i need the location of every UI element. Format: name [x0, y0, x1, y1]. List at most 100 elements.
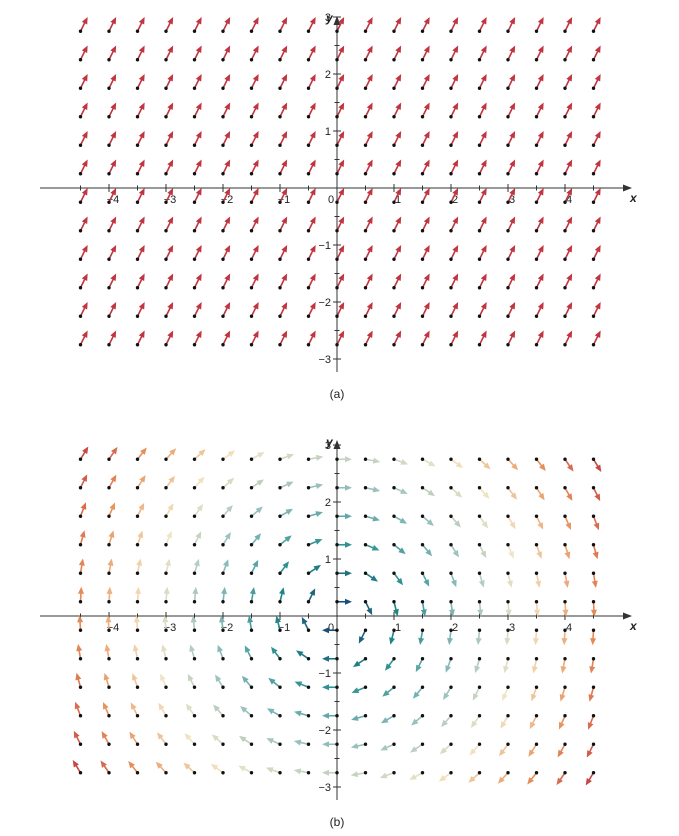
vector-arrow: [278, 73, 288, 90]
vector-arrow: [164, 102, 174, 119]
sample-point: [164, 115, 168, 119]
vector-arrow: [104, 644, 111, 661]
vector-arrow: [164, 244, 174, 261]
vector-arrow: [392, 571, 403, 586]
sample-point: [221, 286, 225, 290]
sample-point: [192, 286, 197, 290]
sample-point: [477, 143, 482, 147]
sample-point: [591, 115, 596, 119]
x-tick-label: 1: [395, 194, 401, 206]
sample-point: [563, 657, 567, 661]
vector-arrow: [306, 483, 324, 490]
vector-arrow: [306, 216, 316, 233]
sample-point: [506, 628, 510, 632]
sample-point: [449, 58, 453, 62]
vector-arrow: [221, 244, 231, 261]
sample-point: [306, 86, 311, 90]
x-tick-label: 2: [452, 194, 458, 206]
sample-point: [221, 457, 225, 461]
sample-point: [363, 257, 368, 261]
vector-arrow: [477, 273, 487, 290]
vector-arrow: [392, 130, 402, 147]
vector-arrow: [420, 600, 427, 617]
sample-point: [192, 343, 197, 347]
sample-point: [249, 86, 254, 90]
vector-arrow: [449, 16, 459, 33]
sample-point: [563, 628, 567, 632]
sample-point: [192, 143, 197, 147]
sample-point: [192, 314, 197, 318]
vector-arrow: [420, 571, 430, 587]
vector-arrow: [164, 216, 174, 233]
vector-arrow: [301, 616, 311, 632]
vector-arrow: [221, 477, 235, 490]
sample-point: [192, 172, 197, 176]
vector-arrow: [221, 16, 231, 33]
sample-point: [278, 229, 282, 233]
vector-arrow: [335, 73, 345, 90]
sample-point: [477, 257, 482, 261]
vector-arrow: [157, 732, 168, 746]
vector-arrow: [135, 244, 145, 261]
vector-arrow: [534, 330, 544, 347]
vector-arrow: [164, 330, 174, 347]
vector-arrow: [449, 273, 459, 290]
vector-arrow: [563, 244, 573, 261]
vector-arrow: [164, 301, 174, 318]
sample-point: [506, 543, 510, 547]
sample-point: [249, 600, 254, 604]
vector-arrow: [415, 657, 425, 673]
sample-point: [78, 742, 83, 746]
vector-arrow: [135, 530, 144, 547]
vector-arrow: [322, 684, 339, 691]
sample-point: [591, 200, 596, 204]
sample-point: [192, 514, 197, 518]
vector-arrow: [392, 244, 402, 261]
sample-point: [591, 314, 596, 318]
sample-point: [420, 86, 425, 90]
sample-point: [449, 457, 453, 461]
vector-arrow: [363, 457, 381, 464]
vector-arrow: [474, 657, 482, 674]
sample-point: [278, 771, 282, 775]
sample-point: [135, 115, 140, 119]
vector-arrow: [335, 330, 345, 347]
vector-arrow: [392, 457, 409, 465]
sample-point: [335, 771, 339, 775]
sample-point: [477, 571, 482, 575]
sample-point: [278, 685, 282, 689]
sample-point: [221, 58, 225, 62]
vector-arrow: [477, 514, 489, 529]
sample-point: [563, 343, 567, 347]
sample-point: [107, 571, 111, 575]
sample-point: [221, 143, 225, 147]
vector-arrow: [590, 600, 597, 617]
vector-arrow: [221, 187, 231, 204]
sample-point: [563, 29, 567, 33]
sample-point: [221, 257, 225, 261]
sample-point: [221, 685, 225, 689]
sample-point: [506, 143, 510, 147]
sample-point: [221, 343, 225, 347]
sample-point: [335, 257, 339, 261]
vector-arrow: [351, 714, 368, 721]
sample-point: [107, 771, 111, 775]
sample-point: [249, 543, 254, 547]
sample-point: [135, 600, 140, 604]
vector-arrow: [76, 643, 83, 661]
sample-point: [306, 314, 311, 318]
sample-point: [249, 486, 254, 490]
sample-point: [591, 514, 596, 518]
vector-arrow: [506, 330, 516, 347]
vector-arrow: [107, 187, 117, 204]
vector-arrow: [221, 102, 231, 119]
vector-arrow: [506, 273, 516, 290]
sample-point: [249, 514, 254, 518]
vector-arrow: [563, 16, 573, 33]
vector-arrow: [107, 244, 117, 261]
vector-arrow: [477, 486, 490, 499]
vector-arrow: [563, 216, 573, 233]
vector-arrow: [534, 514, 544, 530]
vector-arrow: [449, 571, 457, 588]
